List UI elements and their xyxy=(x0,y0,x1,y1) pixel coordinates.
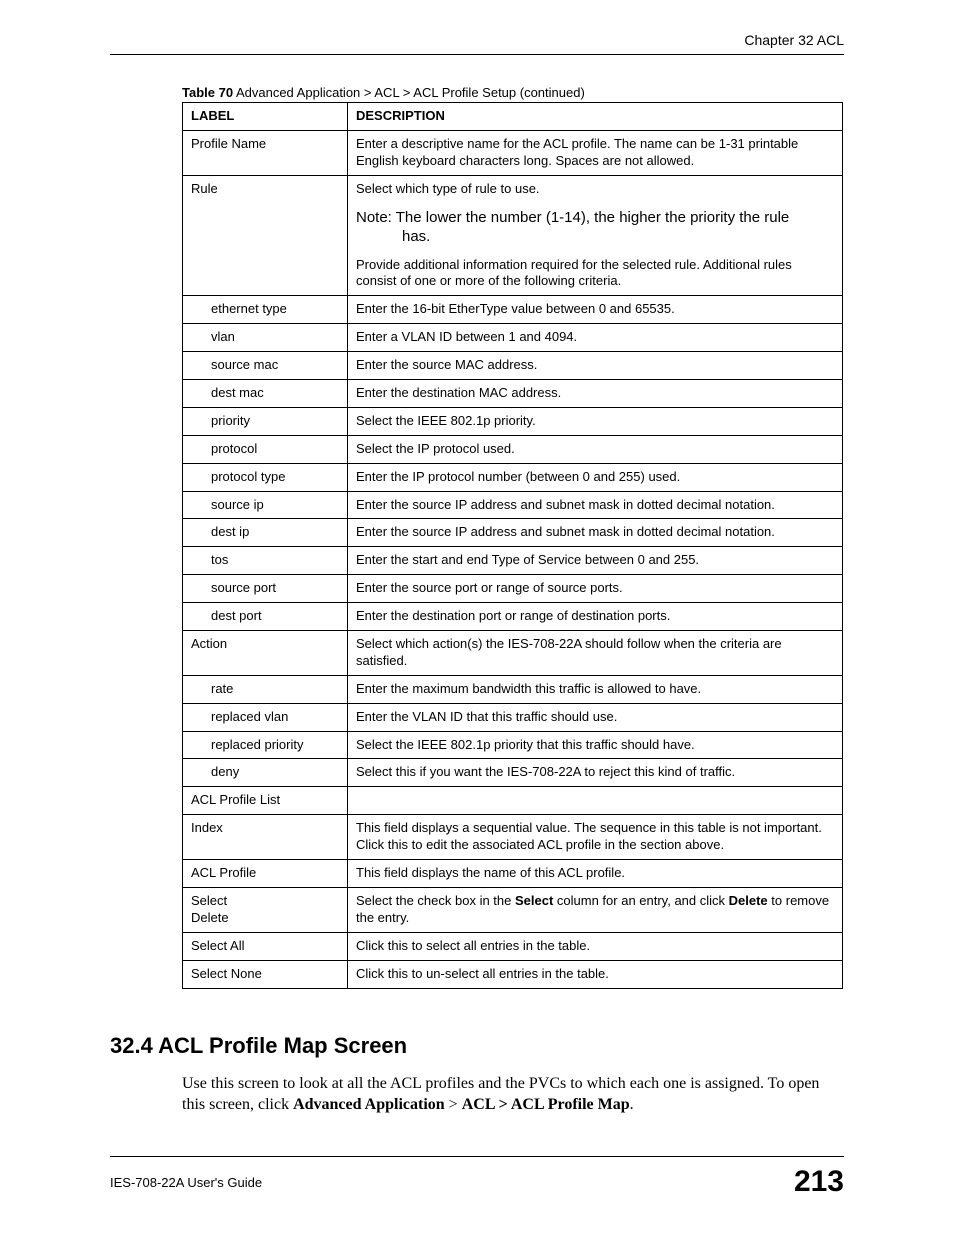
table-row: Profile NameEnter a descriptive name for… xyxy=(183,130,843,175)
para-post: . xyxy=(630,1096,634,1113)
row-label: ethernet type xyxy=(183,296,348,324)
table-row: rateEnter the maximum bandwidth this tra… xyxy=(183,675,843,703)
table-row: dest portEnter the destination port or r… xyxy=(183,603,843,631)
table-row: vlanEnter a VLAN ID between 1 and 4094. xyxy=(183,324,843,352)
row-label: dest mac xyxy=(183,380,348,408)
row-description: Enter the destination port or range of d… xyxy=(348,603,843,631)
table-row: Select AllClick this to select all entri… xyxy=(183,932,843,960)
row-label: dest port xyxy=(183,603,348,631)
row-label: dest ip xyxy=(183,519,348,547)
row-description: Select the IEEE 802.1p priority that thi… xyxy=(348,731,843,759)
row-description: Enter the start and end Type of Service … xyxy=(348,547,843,575)
row-label: SelectDelete xyxy=(183,887,348,932)
row-description: Select this if you want the IES-708-22A … xyxy=(348,759,843,787)
row-label: Select None xyxy=(183,960,348,988)
row-description: Enter the source MAC address. xyxy=(348,352,843,380)
table-header-row: LABEL DESCRIPTION xyxy=(183,103,843,131)
row-description: Enter the VLAN ID that this traffic shou… xyxy=(348,703,843,731)
table-row: source macEnter the source MAC address. xyxy=(183,352,843,380)
row-description: Click this to select all entries in the … xyxy=(348,932,843,960)
row-label: Action xyxy=(183,631,348,676)
table-row: source portEnter the source port or rang… xyxy=(183,575,843,603)
row-description: Enter the source port or range of source… xyxy=(348,575,843,603)
table-row: SelectDeleteSelect the check box in the … xyxy=(183,887,843,932)
table-row: source ipEnter the source IP address and… xyxy=(183,491,843,519)
row-label: Profile Name xyxy=(183,130,348,175)
row-label: Rule xyxy=(183,175,348,296)
table-caption: Table 70 Advanced Application > ACL > AC… xyxy=(182,85,844,100)
row-description: Enter the destination MAC address. xyxy=(348,380,843,408)
row-label: ACL Profile List xyxy=(183,787,348,815)
table-row: IndexThis field displays a sequential va… xyxy=(183,815,843,860)
row-description: This field displays the name of this ACL… xyxy=(348,860,843,888)
table-row: ACL Profile List xyxy=(183,787,843,815)
footer-row: IES-708-22A User's Guide 213 xyxy=(110,1165,844,1199)
row-label: replaced priority xyxy=(183,731,348,759)
row-description: Enter the source IP address and subnet m… xyxy=(348,491,843,519)
table-row: protocolSelect the IP protocol used. xyxy=(183,435,843,463)
footer-guide: IES-708-22A User's Guide xyxy=(110,1175,262,1190)
row-label: rate xyxy=(183,675,348,703)
row-description: Enter the maximum bandwidth this traffic… xyxy=(348,675,843,703)
section-heading: 32.4 ACL Profile Map Screen xyxy=(110,1033,844,1059)
header-chapter: Chapter 32 ACL xyxy=(110,32,844,54)
table-caption-text: Advanced Application > ACL > ACL Profile… xyxy=(236,85,585,100)
row-description: Enter the source IP address and subnet m… xyxy=(348,519,843,547)
row-label: protocol xyxy=(183,435,348,463)
para-b2: ACL > ACL Profile Map xyxy=(462,1096,630,1113)
row-description: Enter a VLAN ID between 1 and 4094. xyxy=(348,324,843,352)
row-label: source port xyxy=(183,575,348,603)
row-label: tos xyxy=(183,547,348,575)
row-description: Select the check box in the Select colum… xyxy=(348,887,843,932)
table-row: ethernet typeEnter the 16-bit EtherType … xyxy=(183,296,843,324)
table-row: RuleSelect which type of rule to use.Not… xyxy=(183,175,843,296)
table-caption-label: Table 70 xyxy=(182,85,233,100)
table-row: prioritySelect the IEEE 802.1p priority. xyxy=(183,407,843,435)
row-description: Select the IP protocol used. xyxy=(348,435,843,463)
row-description: Select which type of rule to use.Note: T… xyxy=(348,175,843,296)
table-row: ActionSelect which action(s) the IES-708… xyxy=(183,631,843,676)
para-b1: Advanced Application xyxy=(293,1096,445,1113)
table-row: replaced prioritySelect the IEEE 802.1p … xyxy=(183,731,843,759)
table-row: tosEnter the start and end Type of Servi… xyxy=(183,547,843,575)
row-description: Select the IEEE 802.1p priority. xyxy=(348,407,843,435)
footer-page-number: 213 xyxy=(794,1165,844,1199)
row-description: Enter a descriptive name for the ACL pro… xyxy=(348,130,843,175)
row-description: Enter the 16-bit EtherType value between… xyxy=(348,296,843,324)
header-rule xyxy=(110,54,844,55)
footer-rule xyxy=(110,1156,844,1157)
section-paragraph: Use this screen to look at all the ACL p… xyxy=(182,1073,844,1116)
row-label: ACL Profile xyxy=(183,860,348,888)
page-container: Chapter 32 ACL Table 70 Advanced Applica… xyxy=(0,0,954,1235)
table-row: ACL ProfileThis field displays the name … xyxy=(183,860,843,888)
table-row: protocol typeEnter the IP protocol numbe… xyxy=(183,463,843,491)
row-label: replaced vlan xyxy=(183,703,348,731)
row-label: vlan xyxy=(183,324,348,352)
table-row: Select NoneClick this to un-select all e… xyxy=(183,960,843,988)
table-row: denySelect this if you want the IES-708-… xyxy=(183,759,843,787)
acl-table: LABEL DESCRIPTION Profile NameEnter a de… xyxy=(182,102,843,989)
row-description: Click this to un-select all entries in t… xyxy=(348,960,843,988)
row-label: source mac xyxy=(183,352,348,380)
row-label: deny xyxy=(183,759,348,787)
row-label: Select All xyxy=(183,932,348,960)
row-label: source ip xyxy=(183,491,348,519)
row-label: protocol type xyxy=(183,463,348,491)
para-mid1: > xyxy=(445,1096,462,1113)
col-label: LABEL xyxy=(183,103,348,131)
table-row: replaced vlanEnter the VLAN ID that this… xyxy=(183,703,843,731)
col-description: DESCRIPTION xyxy=(348,103,843,131)
table-row: dest ipEnter the source IP address and s… xyxy=(183,519,843,547)
row-description: This field displays a sequential value. … xyxy=(348,815,843,860)
row-label: Index xyxy=(183,815,348,860)
row-description xyxy=(348,787,843,815)
row-description: Enter the IP protocol number (between 0 … xyxy=(348,463,843,491)
page-footer: IES-708-22A User's Guide 213 xyxy=(110,1156,844,1199)
row-label: priority xyxy=(183,407,348,435)
table-row: dest macEnter the destination MAC addres… xyxy=(183,380,843,408)
row-description: Select which action(s) the IES-708-22A s… xyxy=(348,631,843,676)
